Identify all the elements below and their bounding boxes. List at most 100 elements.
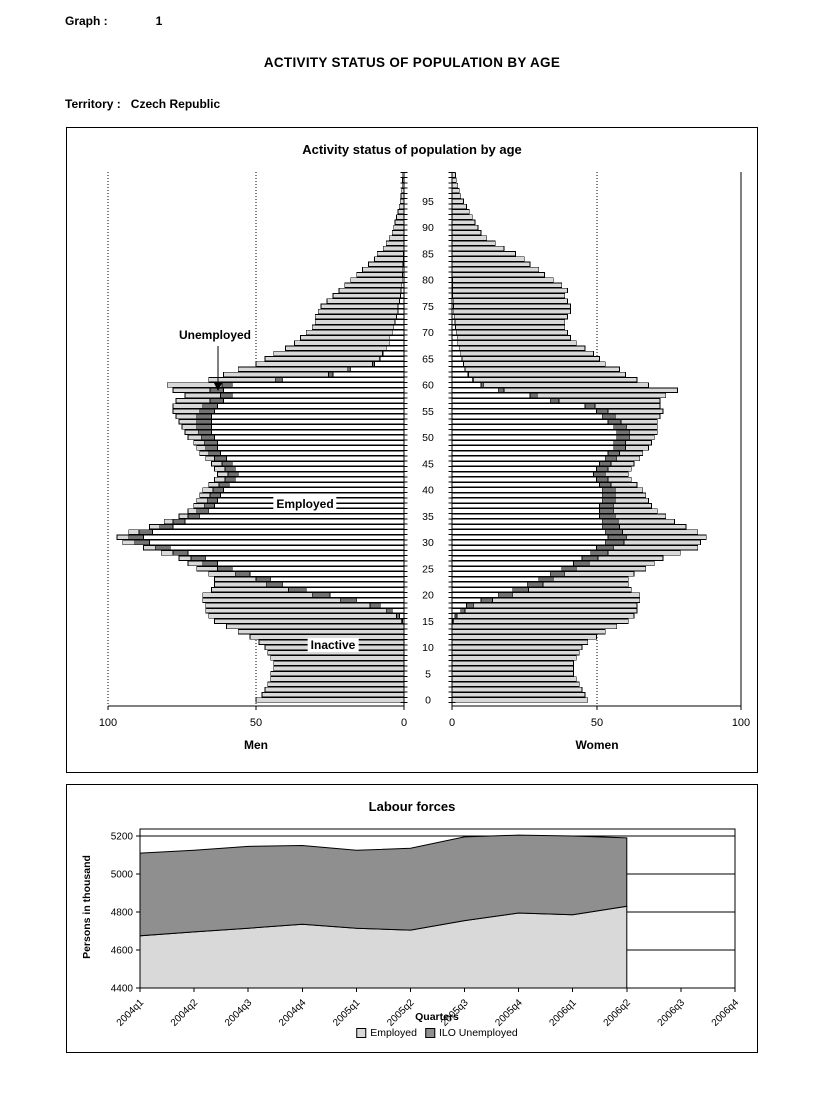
svg-text:2004q3: 2004q3: [223, 997, 255, 1029]
bar-women-inactive: [452, 287, 568, 294]
bar-women-inactive: [594, 403, 661, 409]
svg-text:20: 20: [422, 590, 434, 602]
bar-women-inactive: [451, 629, 606, 635]
bar-men-employed: [396, 314, 405, 320]
bar-women-employed: [451, 361, 464, 367]
bar-women-inactive: [452, 282, 563, 288]
bar-women-unemployed: [599, 508, 615, 514]
bar-men-employed: [379, 602, 405, 609]
bar-men-employed: [231, 566, 405, 572]
bar-men-employed: [231, 461, 405, 467]
bar-men-employed: [394, 319, 405, 325]
bar-men-inactive: [178, 419, 198, 425]
bar-women-employed: [451, 466, 597, 472]
bar-women-unemployed: [604, 455, 618, 462]
bar-women-employed: [451, 571, 551, 577]
bar-women-unemployed: [601, 518, 619, 525]
bar-men-unemployed: [214, 455, 227, 462]
bar-women-inactive: [460, 350, 594, 357]
area-ilo-unemployed: [139, 834, 628, 937]
svg-text:90: 90: [422, 222, 434, 234]
bar-men-employed: [379, 356, 405, 362]
bar-men-inactive: [255, 697, 405, 703]
territory-value: Czech Republic: [130, 97, 221, 111]
bar-women-inactive: [451, 676, 577, 682]
bar-men-inactive: [320, 303, 399, 309]
bar-women-employed: [451, 492, 603, 498]
bar-men-unemployed: [369, 602, 381, 609]
bar-women-unemployed: [581, 555, 599, 561]
bar-men-unemployed: [187, 513, 201, 519]
bar-women-inactive: [461, 356, 600, 362]
svg-text:50: 50: [422, 432, 434, 444]
bar-women-inactive: [454, 319, 566, 325]
bar-women-unemployed: [497, 592, 514, 598]
bar-men-inactive: [273, 665, 405, 672]
bar-women-employed: [451, 356, 463, 362]
bar-women-inactive: [604, 471, 629, 477]
bar-men-inactive: [332, 293, 401, 299]
bar-men-employed: [205, 555, 405, 561]
bar-men-unemployed: [311, 592, 331, 598]
bar-men-employed: [152, 529, 405, 535]
bar-men-unemployed: [172, 518, 186, 525]
bar-women-employed: [451, 524, 603, 530]
bar-women-unemployed: [573, 560, 590, 567]
bar-men-inactive: [388, 235, 405, 241]
labour-axes: [136, 828, 736, 992]
bar-men-unemployed: [196, 413, 212, 420]
graph-number: 1: [155, 14, 163, 28]
svg-text:4600: 4600: [111, 946, 134, 957]
bar-women-employed: [451, 329, 457, 336]
bar-women-inactive: [451, 235, 488, 241]
bar-men-inactive: [264, 686, 405, 693]
bar-men-inactive: [181, 424, 198, 430]
labour-legend: Employed ILO Unemployed: [356, 1027, 518, 1039]
graph-header: Graph : 1: [65, 14, 162, 28]
bar-women-inactive: [451, 224, 479, 231]
bar-women-employed: [451, 581, 528, 588]
svg-text:2005q1: 2005q1: [331, 997, 363, 1029]
bar-women-inactive: [451, 203, 467, 210]
svg-text:2004q2: 2004q2: [169, 997, 201, 1029]
bar-men-inactive: [305, 329, 393, 336]
bar-men-inactive: [311, 324, 395, 330]
bar-women-employed: [451, 377, 473, 383]
bar-men-inactive: [187, 434, 202, 441]
bar-men-inactive: [202, 592, 313, 598]
bar-women-inactive: [564, 571, 635, 577]
bar-men-inactive: [211, 587, 289, 593]
men-axis-label: Men: [244, 738, 268, 752]
bar-men-employed: [143, 534, 405, 540]
labour-x-axis-title: Quarters: [415, 1011, 459, 1023]
svg-text:100: 100: [732, 717, 750, 729]
bar-women-unemployed: [596, 408, 609, 414]
bar-men-unemployed: [206, 497, 218, 504]
bar-men-inactive: [214, 581, 267, 588]
svg-text:55: 55: [422, 406, 434, 418]
bar-men-inactive: [270, 676, 405, 682]
bar-women-unemployed: [596, 476, 609, 483]
bar-men-employed: [231, 392, 405, 399]
bar-men-employed: [399, 613, 405, 619]
bar-men-unemployed: [203, 503, 215, 509]
svg-text:50: 50: [250, 717, 262, 729]
bar-men-inactive: [214, 466, 226, 472]
bar-women-inactive: [468, 371, 626, 378]
bar-women-unemployed: [601, 524, 620, 530]
bar-men-unemployed: [209, 492, 221, 498]
bar-women-inactive: [451, 256, 525, 262]
bar-men-inactive: [208, 571, 236, 577]
bar-men-employed: [388, 340, 405, 346]
pyramid-age-labels: 0 5 10 15 20 25 30 35 40 45 50 55 60 65 70 75 80 85 90 95: [422, 196, 434, 707]
bar-women-employed: [451, 503, 600, 509]
bar-men-unemployed: [224, 466, 236, 472]
bar-women-inactive: [463, 361, 606, 367]
unemployed-annotation-arrow: [214, 346, 222, 391]
bar-women-inactive: [451, 245, 505, 252]
bar-women-employed: [451, 366, 466, 372]
bar-men-employed: [226, 455, 405, 462]
bar-women-employed: [451, 518, 603, 525]
svg-text:10: 10: [422, 642, 434, 654]
